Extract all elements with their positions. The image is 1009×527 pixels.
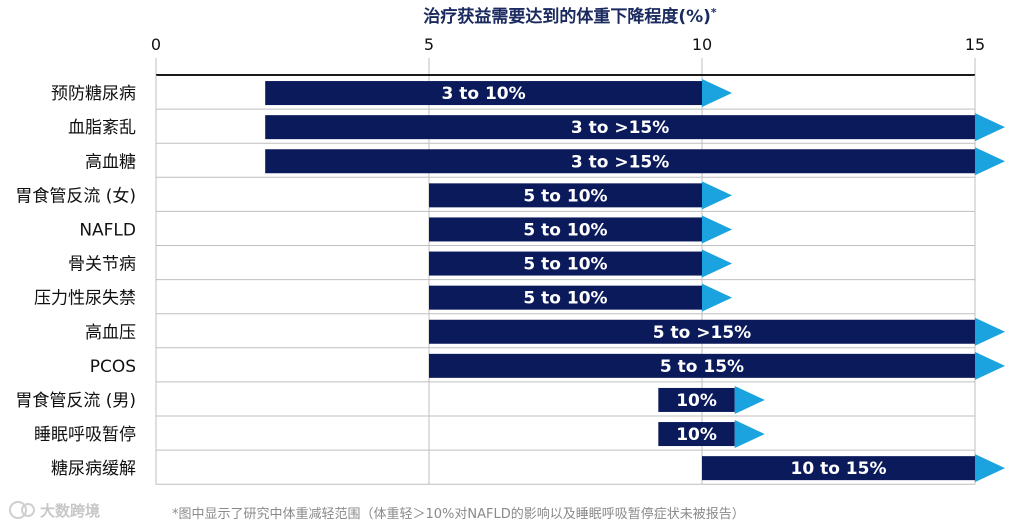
x-tick-label: 5	[424, 35, 434, 54]
bar	[429, 353, 975, 378]
watermark: 大数跨境	[9, 501, 100, 520]
category-label: 胃食管反流 (男)	[15, 391, 136, 411]
x-tick-label: 0	[151, 35, 161, 54]
bar-layer	[265, 79, 1005, 483]
arrow-head-icon	[975, 147, 1005, 176]
arrow-head-icon	[975, 317, 1005, 346]
bar-value-label: 5 to 10%	[523, 289, 607, 309]
chart-title: 治疗获益需要达到的体重下降程度(%)*	[423, 6, 717, 27]
category-label: 预防糖尿病	[51, 84, 136, 104]
category-label: 糖尿病缓解	[51, 459, 136, 479]
category-label: 血脂紊乱	[68, 118, 136, 138]
category-label: 胃食管反流 (女)	[15, 186, 136, 206]
bar	[265, 81, 702, 106]
bar-value-label: 10%	[676, 425, 717, 445]
bar	[702, 456, 975, 481]
arrow-head-icon	[702, 283, 732, 312]
bar	[429, 183, 702, 208]
grid-layer	[155, 58, 976, 485]
category-label: 睡眠呼吸暂停	[34, 425, 136, 445]
bar	[265, 149, 975, 174]
text-layer: 0 5 10 15 预防糖尿病 3 to 10% 血脂紊乱 3 to >15% 高血糖 3 to …	[15, 35, 985, 479]
bar-value-label: 3 to 10%	[442, 84, 526, 104]
arrow-head-icon	[702, 181, 732, 210]
category-label: PCOS	[90, 357, 136, 377]
bar-value-label: 5 to 10%	[523, 255, 607, 275]
bar-value-label: 3 to >15%	[571, 152, 669, 172]
bar-value-label: 10%	[676, 391, 717, 411]
arrow-head-icon	[734, 420, 765, 449]
category-label: 压力性尿失禁	[34, 289, 136, 309]
bar-value-label: 3 to >15%	[571, 118, 669, 138]
watermark-text: 大数跨境	[40, 502, 100, 520]
arrow-head-icon	[975, 351, 1005, 380]
bar-value-label: 5 to 10%	[523, 186, 607, 206]
chart-footnote: *图中显示了研究中体重减轻范围（体重轻＞10%对NAFLD的影响以及睡眠呼吸暂停…	[172, 506, 745, 522]
arrow-head-icon	[975, 454, 1005, 483]
arrow-head-icon	[734, 385, 765, 414]
bar-value-label: 5 to 10%	[523, 220, 607, 240]
category-label: 高血压	[85, 323, 136, 343]
bar	[429, 319, 975, 344]
bar	[658, 387, 735, 412]
bar	[429, 251, 702, 276]
x-tick-label: 15	[965, 35, 985, 54]
bar	[265, 115, 975, 140]
bar-value-label: 5 to 15%	[660, 357, 744, 377]
bar	[429, 285, 702, 310]
category-label: NAFLD	[79, 220, 136, 240]
category-label: 高血糖	[85, 152, 136, 172]
arrow-head-icon	[702, 249, 732, 278]
x-tick-label: 10	[692, 35, 712, 54]
category-label: 骨关节病	[68, 255, 136, 275]
bar	[429, 217, 702, 242]
watermark-logo-icon	[9, 501, 27, 519]
bar-value-label: 10 to 15%	[791, 459, 887, 479]
arrow-head-icon	[702, 215, 732, 244]
arrow-head-icon	[702, 79, 732, 108]
watermark-logo-icon-inner	[21, 503, 35, 517]
bar	[658, 422, 735, 447]
bar-value-label: 5 to >15%	[653, 323, 751, 343]
arrow-head-icon	[975, 113, 1005, 142]
